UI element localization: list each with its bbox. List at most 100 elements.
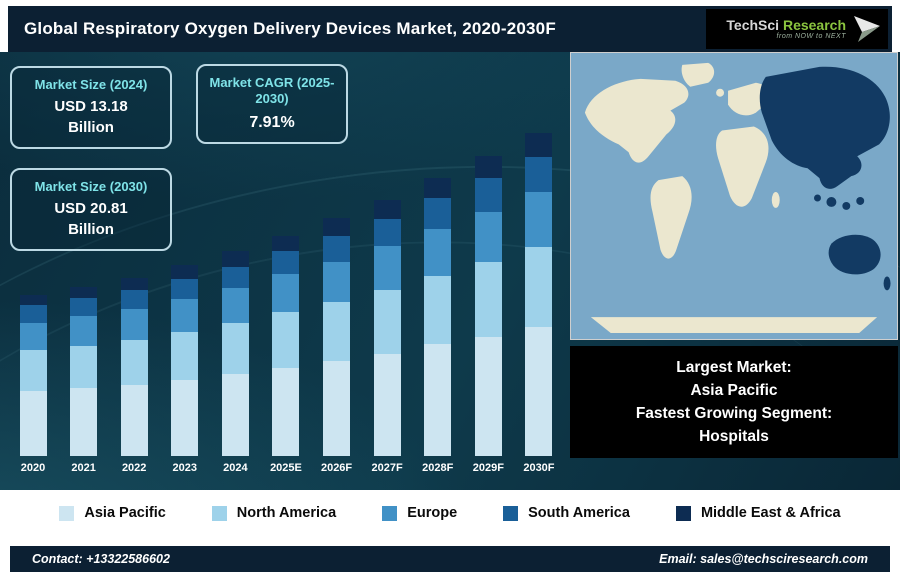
bar-column-2024: 2024 xyxy=(212,118,258,474)
legend-swatch xyxy=(382,505,398,521)
bar-segment xyxy=(272,251,300,275)
map-africa xyxy=(716,126,769,207)
map-sea-island xyxy=(814,194,821,202)
bar-segment xyxy=(70,387,98,456)
bar-segment xyxy=(525,133,553,157)
bar-segment xyxy=(474,156,502,179)
legend-item: South America xyxy=(503,505,630,521)
stacked-bar-chart: 2020 2021 2022 2023 2024 2025E 2026F 2027F 2028F… xyxy=(10,118,562,474)
bar-stack xyxy=(525,133,553,456)
world-map-svg xyxy=(571,53,897,339)
bar-segment xyxy=(171,299,199,332)
bar-stack xyxy=(120,277,148,456)
stat-unit: Billion xyxy=(68,118,114,136)
x-axis-label: 2023 xyxy=(172,462,198,474)
bar-segment xyxy=(272,367,300,456)
header-bar: Global Respiratory Oxygen Delivery Devic… xyxy=(8,6,892,52)
bar-stack xyxy=(19,294,47,456)
stat-box-market-size-2024: Market Size (2024) USD 13.18 Billion xyxy=(10,66,172,149)
bar-segment xyxy=(221,266,249,289)
largest-market-callout: Largest Market: Asia Pacific Fastest Gro… xyxy=(570,346,898,458)
bar-segment xyxy=(221,322,249,374)
bar-stack xyxy=(272,235,300,456)
map-madagascar xyxy=(771,192,780,208)
x-axis-label: 2020 xyxy=(20,462,46,474)
map-uk xyxy=(716,88,725,97)
stat-value: USD 20.81 xyxy=(54,200,128,218)
x-axis-label: 2024 xyxy=(223,462,248,474)
bar-segment xyxy=(272,274,300,312)
bar-segment xyxy=(323,302,351,362)
logo-brand: TechSci Research xyxy=(726,18,846,33)
x-axis-label: 2028F xyxy=(422,462,454,474)
legend-item: North America xyxy=(211,505,336,521)
bar-column-2022: 2022 xyxy=(111,118,157,474)
bar-segment xyxy=(70,316,98,346)
x-axis-label: 2027F xyxy=(371,462,403,474)
bar-segment xyxy=(373,199,401,219)
logo-arrow-icon xyxy=(854,16,880,42)
bar-segment xyxy=(221,288,249,323)
callout-line: Hospitals xyxy=(699,428,769,446)
stat-unit: Billion xyxy=(68,220,114,238)
footer-email: Email: sales@techsciresearch.com xyxy=(659,552,868,566)
legend-swatch xyxy=(59,505,75,521)
bar-stack xyxy=(221,251,249,456)
map-asia-highlighted xyxy=(759,66,890,189)
bar-column-2025E: 2025E xyxy=(263,118,309,474)
legend-swatch xyxy=(211,505,227,521)
techsci-logo: TechSci Research from NOW to NEXT xyxy=(706,9,888,49)
bar-segment xyxy=(19,390,47,456)
bar-column-2029F: 2029F xyxy=(465,118,511,474)
stat-box-market-cagr: Market CAGR (2025-2030) 7.91% xyxy=(196,64,348,145)
legend-label: Middle East & Africa xyxy=(700,505,841,521)
legend-item: Middle East & Africa xyxy=(675,505,841,521)
bar-segment xyxy=(373,353,401,456)
bar-segment xyxy=(373,289,401,354)
bar-column-2020: 2020 xyxy=(10,118,56,474)
x-axis-label: 2025E xyxy=(270,462,302,474)
bar-stack xyxy=(171,265,199,456)
map-europe xyxy=(728,82,771,116)
bar-column-2026F: 2026F xyxy=(314,118,360,474)
legend-label: South America xyxy=(528,505,630,521)
bar-segment xyxy=(373,218,401,247)
bar-segment xyxy=(171,331,199,380)
x-axis-label: 2030F xyxy=(523,462,555,474)
legend-item: Asia Pacific xyxy=(59,505,166,521)
bar-segment xyxy=(120,308,148,340)
bar-segment xyxy=(19,322,47,351)
bar-column-2027F: 2027F xyxy=(364,118,410,474)
bar-segment xyxy=(221,373,249,456)
callout-line: Asia Pacific xyxy=(690,381,778,399)
bar-stack xyxy=(70,286,98,456)
bar-segment xyxy=(525,246,553,328)
legend-swatch xyxy=(503,505,519,521)
bar-segment xyxy=(525,192,553,247)
bar-segment xyxy=(474,262,502,337)
bar-segment xyxy=(19,350,47,391)
bar-segment xyxy=(323,361,351,456)
stat-value: USD 13.18 xyxy=(54,98,128,116)
bar-segment xyxy=(120,384,148,456)
map-sea-island xyxy=(826,196,837,207)
logo-text: TechSci Research from NOW to NEXT xyxy=(726,18,846,40)
callout-line: Largest Market: xyxy=(676,358,792,376)
bar-segment xyxy=(474,336,502,456)
logo-brand-part1: TechSci xyxy=(726,16,780,33)
legend-label: Europe xyxy=(407,505,458,521)
legend-item: Europe xyxy=(382,505,457,521)
bar-segment xyxy=(70,286,98,298)
bar-segment xyxy=(474,212,502,262)
map-antarctica xyxy=(590,317,878,334)
bar-segment xyxy=(120,277,148,291)
bar-column-2030F: 2030F xyxy=(516,118,562,474)
bar-segment xyxy=(424,275,452,345)
logo-tagline: from NOW to NEXT xyxy=(776,32,846,40)
bar-segment xyxy=(424,178,452,199)
bar-column-2021: 2021 xyxy=(61,118,107,474)
stat-box-market-size-2030: Market Size (2030) USD 20.81 Billion xyxy=(10,168,172,251)
map-sea-island xyxy=(842,201,851,210)
bar-segment xyxy=(272,311,300,368)
x-axis-label: 2029F xyxy=(472,462,504,474)
